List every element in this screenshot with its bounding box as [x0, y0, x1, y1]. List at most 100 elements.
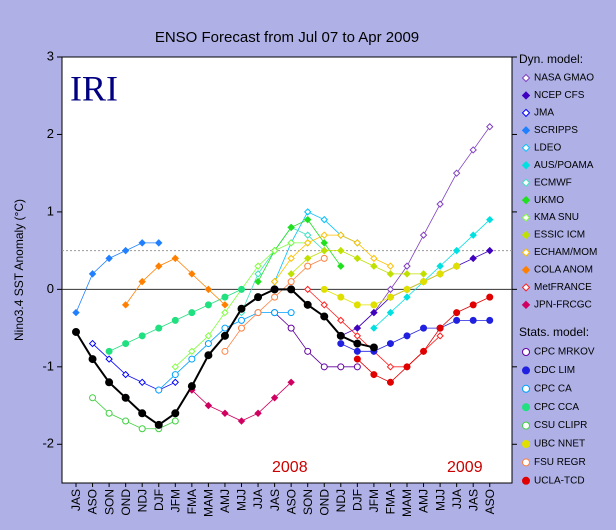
x-tick-label: JAS: [69, 489, 83, 511]
x-tick-label: OND: [317, 489, 331, 516]
data-point: [337, 363, 345, 371]
data-point: [188, 309, 196, 317]
data-point: [303, 239, 312, 247]
data-point: [105, 355, 113, 363]
data-point: [403, 332, 411, 340]
series-line: [373, 219, 491, 329]
data-point: [353, 355, 361, 363]
data-point: [220, 331, 229, 340]
legend-label: NASA GMAO: [534, 73, 594, 84]
data-point: [320, 312, 329, 321]
data-point: [188, 355, 196, 363]
data-point: [287, 223, 295, 232]
data-point: [254, 270, 262, 278]
legend-label: JPN-FRCGC: [534, 299, 592, 310]
data-point: [486, 123, 494, 131]
annotation: 2008: [272, 459, 308, 476]
data-point: [386, 270, 395, 278]
legend-label: FSU REGR: [534, 457, 586, 468]
data-point: [155, 239, 163, 247]
data-point: [221, 324, 229, 332]
data-point: [155, 262, 163, 270]
data-point: [271, 293, 279, 301]
x-tick-label: JJA: [251, 489, 265, 509]
data-point: [452, 246, 461, 255]
data-point: [369, 343, 378, 352]
data-point: [270, 246, 279, 255]
data-point: [171, 409, 180, 418]
chart-title: ENSO Forecast from Jul 07 to Apr 2009: [155, 29, 419, 46]
legend-label: UBC NNET: [534, 439, 585, 450]
data-point: [303, 215, 312, 224]
data-point: [188, 270, 196, 278]
data-point: [287, 270, 295, 278]
data-point: [254, 309, 262, 317]
data-point: [386, 378, 394, 386]
y-tick-label: 2: [47, 126, 54, 141]
legend-marker: [521, 91, 531, 100]
data-point: [469, 254, 477, 263]
data-point: [353, 254, 362, 263]
legend-label: JMA: [534, 108, 554, 119]
data-point: [337, 246, 345, 255]
data-point: [121, 246, 130, 255]
data-point: [171, 316, 179, 324]
data-point: [287, 278, 295, 286]
legend-marker: [521, 161, 531, 170]
data-point: [370, 262, 378, 270]
data-point: [486, 316, 494, 324]
legend-label: CSU CLIPR: [534, 420, 587, 431]
data-point: [171, 378, 180, 387]
data-point: [303, 208, 312, 216]
x-tick-label: SON: [301, 489, 315, 515]
data-point: [336, 331, 345, 340]
data-point: [237, 304, 246, 313]
data-point: [419, 231, 428, 239]
legend-label: ECMWF: [534, 177, 572, 188]
annotation: IRI: [70, 68, 118, 108]
data-point: [386, 308, 395, 317]
x-tick-label: MAM: [202, 489, 216, 517]
legend-label: ECHAM/MOM: [534, 247, 597, 258]
y-tick-label: 0: [47, 281, 54, 296]
legend-header: Dyn. model:: [519, 52, 583, 66]
data-point: [187, 382, 196, 391]
x-tick-label: FMA: [384, 489, 398, 514]
data-point: [469, 316, 477, 324]
data-point: [105, 254, 113, 263]
data-point: [436, 324, 444, 332]
x-tick-label: JFM: [168, 489, 182, 512]
data-point: [337, 262, 345, 270]
data-point: [270, 277, 279, 286]
x-tick-label: NDJ: [135, 489, 149, 512]
data-point: [469, 301, 477, 309]
data-point: [436, 270, 444, 278]
data-point: [420, 324, 428, 332]
data-point: [370, 308, 378, 317]
data-point: [403, 285, 411, 293]
data-point: [320, 239, 328, 247]
data-point: [204, 351, 213, 360]
legend-label: ESSIC ICM: [534, 230, 585, 241]
data-point: [303, 285, 312, 294]
data-point: [121, 370, 130, 379]
data-point: [287, 378, 295, 387]
data-point: [72, 308, 80, 317]
legend-marker: [521, 265, 531, 275]
x-tick-label: FMA: [185, 489, 199, 514]
legend-marker: [522, 403, 530, 412]
data-point: [254, 409, 262, 417]
data-point: [453, 262, 461, 270]
data-point: [254, 293, 263, 302]
data-point: [287, 254, 295, 263]
legend-marker: [521, 73, 531, 83]
data-point: [353, 324, 362, 332]
legend-marker: [521, 126, 531, 135]
data-point: [304, 347, 312, 355]
x-tick-label: ASO: [483, 489, 497, 514]
data-point: [221, 293, 229, 301]
data-point: [303, 300, 312, 309]
data-point: [221, 347, 229, 355]
data-point: [337, 316, 345, 325]
legend-label: NCEP CFS: [534, 90, 585, 101]
